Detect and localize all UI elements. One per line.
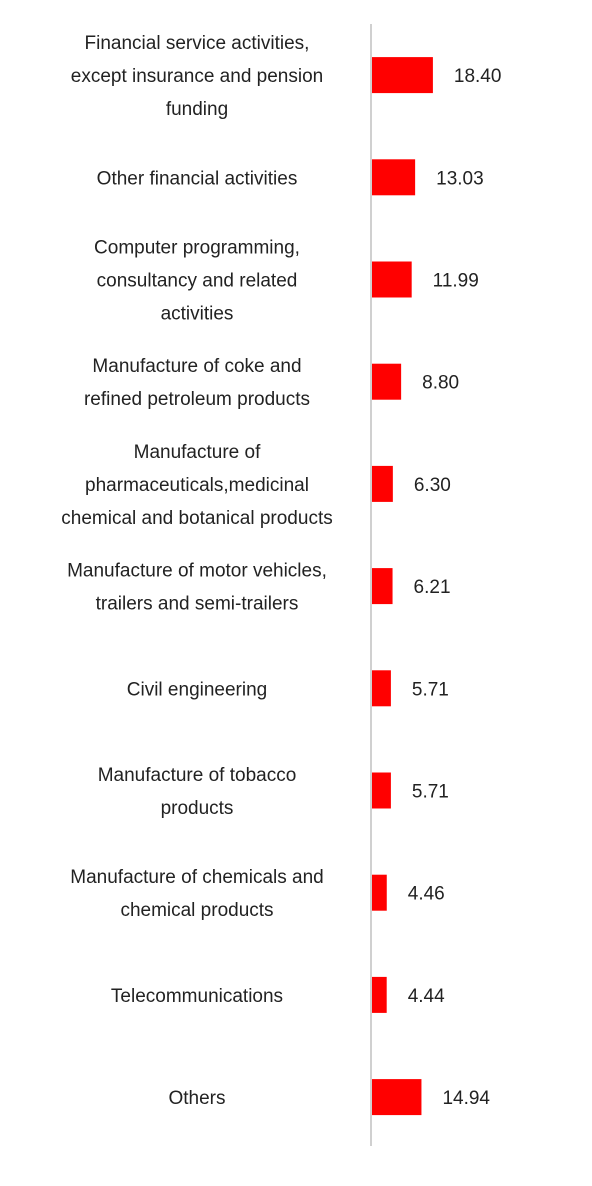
category-label-line: Manufacture of coke and [92,356,301,377]
category-label-line: Manufacture of tobacco [98,765,297,786]
bar [372,465,393,502]
value-label: 6.30 [414,475,451,496]
category-label-line: products [161,798,234,819]
category-label-line: Civil engineering [127,679,267,700]
category-label-line: consultancy and related [97,271,298,292]
category-label-line: Other financial activities [97,168,298,189]
category-label-line: Computer programming, [94,238,300,259]
category-label-line: Financial service activities, [85,33,310,54]
category-label-line: Manufacture of [134,442,261,463]
bar [372,159,416,196]
category-label-line: Telecommunications [111,986,283,1007]
bar [372,976,387,1013]
category-label-line: activities [161,304,234,325]
bar [372,57,433,94]
bars-group [372,57,433,1116]
value-label: 4.46 [408,884,445,905]
value-label: 13.03 [436,168,484,189]
category-label: Manufacture of coke and refined petroleum… [84,356,310,410]
category-label: Other financial activities [97,168,298,189]
category-label: Manufacture of motor vehicles, trailers a… [67,561,327,615]
bar [372,874,387,911]
category-label-line: funding [166,99,228,120]
value-label: 5.71 [412,782,449,803]
value-label: 6.21 [414,577,451,598]
bar [372,670,391,707]
category-label-line: chemical and botanical products [61,508,332,529]
value-label: 14.94 [442,1088,490,1109]
category-label-line: refined petroleum products [84,389,310,410]
category-label: Civil engineering [127,679,267,700]
bar [372,363,402,400]
category-label: Financial service activities, except insu… [71,33,323,120]
category-label-line: Manufacture of chemicals and [70,867,323,888]
value-labels-group: 18.40 13.03 11.99 8.80 6.30 6.21 5.71 5.71 4.46 4… [408,66,502,1109]
category-label: Others [168,1088,225,1109]
category-label-line: except insurance and pension [71,66,323,87]
category-label: Computer programming, consultancy and rel… [94,238,300,325]
category-label-line: Others [168,1088,225,1109]
category-label-line: trailers and semi-trailers [96,594,299,615]
category-label: Telecommunications [111,986,283,1007]
bar [372,568,393,605]
category-label: Manufacture of pharmaceuticals,medicinal c… [61,442,332,529]
value-label: 8.80 [422,373,459,394]
value-label: 18.40 [454,66,502,87]
value-label: 5.71 [412,679,449,700]
category-label-line: pharmaceuticals,medicinal [85,475,309,496]
category-label-line: chemical products [120,900,273,921]
category-label: Manufacture of tobacco products [98,765,297,819]
bar [372,261,412,298]
category-labels-group: Financial service activities, except insu… [61,33,332,1109]
category-label: Manufacture of chemicals and chemical pro… [70,867,323,921]
value-label: 11.99 [433,271,479,292]
value-label: 4.44 [408,986,445,1007]
bar [372,1079,422,1116]
bar [372,772,391,809]
category-label-line: Manufacture of motor vehicles, [67,561,327,582]
